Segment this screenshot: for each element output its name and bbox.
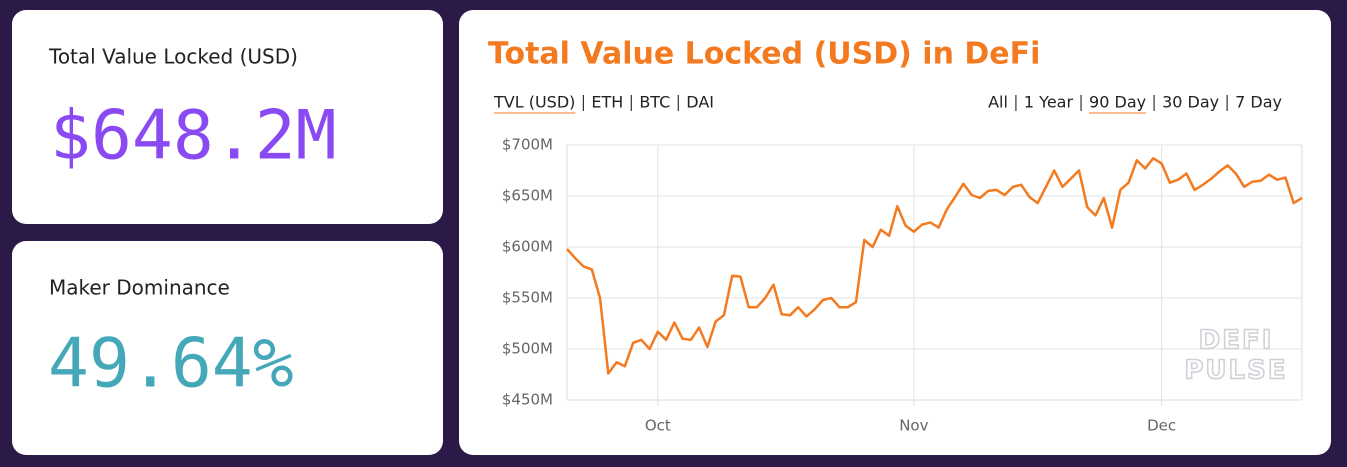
range-tab[interactable]: 1 Year bbox=[1024, 93, 1074, 112]
y-tick-label: $600M bbox=[502, 238, 553, 256]
chart-card bbox=[459, 10, 1331, 455]
card-value: 49.64% bbox=[48, 325, 294, 404]
card-value: $648.2M bbox=[50, 97, 337, 176]
x-tick-label: Dec bbox=[1147, 417, 1176, 435]
unit-tab[interactable]: TVL (USD) bbox=[493, 93, 575, 112]
y-tick-label: $500M bbox=[502, 340, 553, 358]
range-tab[interactable]: 90 Day bbox=[1089, 93, 1146, 112]
y-tick-label: $700M bbox=[502, 136, 553, 154]
y-tick-label: $450M bbox=[502, 391, 553, 409]
chart-title: Total Value Locked (USD) in DeFi bbox=[488, 37, 1040, 72]
range-tab[interactable]: 7 Day bbox=[1235, 93, 1282, 112]
card-label: Maker Dominance bbox=[49, 276, 230, 300]
unit-tab[interactable]: ETH bbox=[591, 93, 623, 112]
range-tab[interactable]: 30 Day bbox=[1162, 93, 1219, 112]
range-tab[interactable]: All bbox=[988, 93, 1008, 112]
unit-tab[interactable]: DAI bbox=[686, 93, 714, 112]
line-series bbox=[566, 157, 1303, 375]
tvl-card bbox=[12, 10, 443, 224]
x-tick-label: Oct bbox=[645, 417, 671, 435]
card-label: Total Value Locked (USD) bbox=[48, 45, 298, 69]
x-tick-label: Nov bbox=[899, 417, 928, 435]
y-tick-label: $650M bbox=[502, 187, 553, 205]
dominance-card bbox=[12, 241, 443, 455]
watermark: DEFI bbox=[1199, 326, 1274, 356]
y-tick-label: $550M bbox=[502, 289, 553, 307]
watermark: PULSE bbox=[1184, 356, 1287, 386]
unit-tab[interactable]: BTC bbox=[639, 93, 670, 112]
